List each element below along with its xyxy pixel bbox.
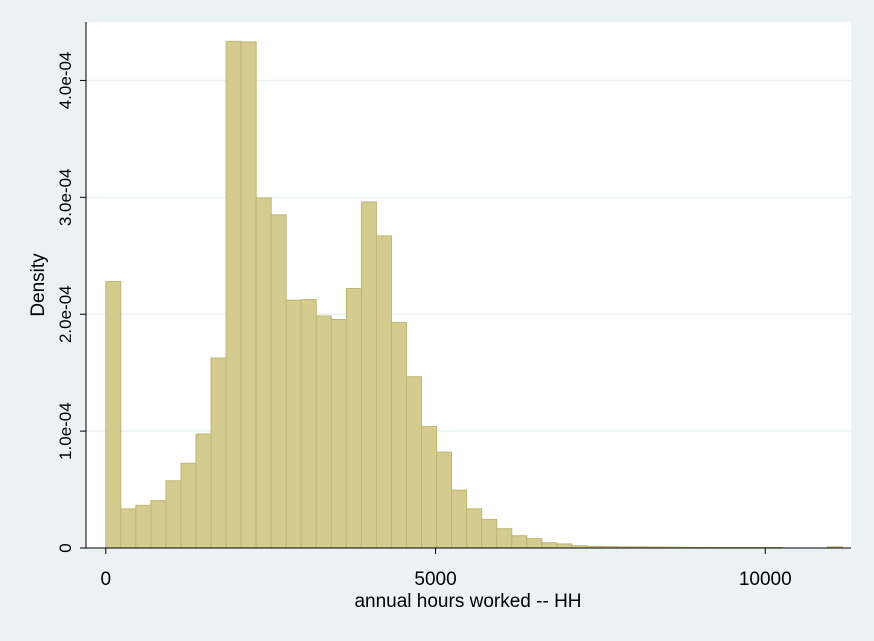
histogram-bar — [422, 426, 437, 548]
histogram-bar — [106, 281, 121, 548]
histogram-bar — [301, 300, 316, 548]
histogram-bar — [376, 236, 391, 548]
y-tick-label: 3.0e-04 — [56, 168, 75, 226]
histogram-bar — [121, 509, 136, 548]
histogram-bar — [361, 202, 376, 548]
histogram-bar — [256, 198, 271, 548]
histogram-bar — [391, 322, 406, 548]
histogram-bar — [497, 529, 512, 548]
histogram-bar — [196, 434, 211, 548]
histogram-bar — [557, 544, 572, 548]
histogram-bar — [452, 490, 467, 548]
histogram-bar — [346, 289, 361, 548]
x-axis-label: annual hours worked -- HH — [354, 591, 581, 612]
histogram-bar — [136, 505, 151, 548]
histogram-bar — [527, 539, 542, 548]
histogram-bar — [271, 215, 286, 548]
x-tick-label: 0 — [100, 569, 111, 590]
histogram-bar — [286, 300, 301, 548]
histogram-bar — [151, 501, 166, 548]
histogram-bar — [316, 316, 331, 548]
histogram-bar — [467, 509, 482, 548]
histogram-bar — [241, 42, 256, 548]
y-tick-label: 4.0e-04 — [56, 52, 75, 110]
histogram-bar — [437, 452, 452, 548]
histogram-bar — [226, 41, 241, 548]
y-tick-label: 0 — [56, 543, 75, 552]
x-tick-label: 10000 — [739, 569, 792, 590]
y-axis-label: Density — [28, 253, 49, 317]
y-tick-label: 2.0e-04 — [56, 285, 75, 343]
histogram-bar — [407, 377, 422, 548]
histogram-bar — [211, 358, 226, 548]
histogram-bar — [482, 519, 497, 548]
histogram-bar — [512, 536, 527, 548]
histogram-bar — [331, 319, 346, 548]
histogram-bar — [542, 543, 557, 548]
x-tick-label: 5000 — [414, 569, 456, 590]
histogram-bar — [166, 481, 181, 548]
histogram-bar — [181, 463, 196, 548]
y-tick-label: 1.0e-04 — [56, 402, 75, 460]
